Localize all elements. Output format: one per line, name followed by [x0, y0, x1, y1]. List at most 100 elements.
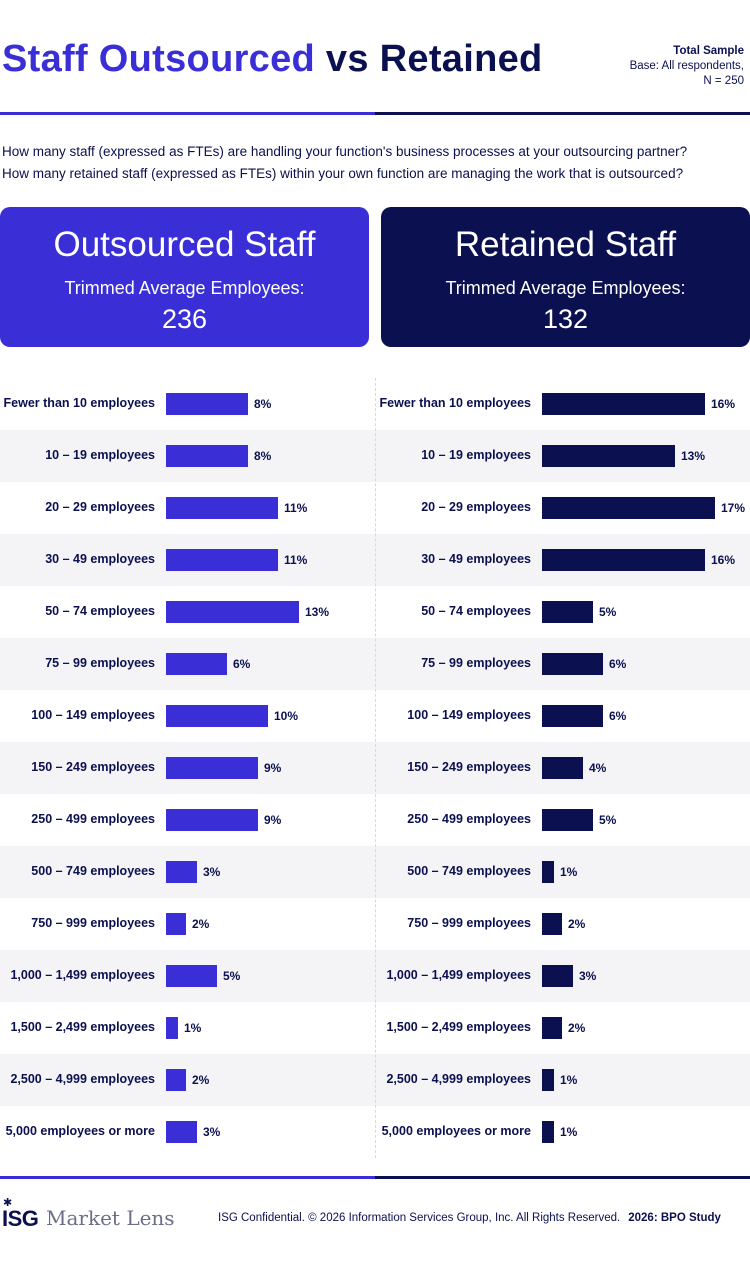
question-retained: How many retained staff (expressed as FT… [2, 166, 684, 181]
top-rule-left [0, 112, 375, 115]
retained-card-subtitle: Trimmed Average Employees: [445, 278, 686, 298]
retained-bar [542, 497, 715, 519]
retained-card-value: 132 [542, 304, 589, 334]
retained-bar [542, 913, 562, 935]
outsourced-category-label: 500 – 749 employees [31, 864, 155, 878]
retained-card-title: Retained Staff [454, 225, 677, 264]
outsourced-value-label: 2% [192, 1073, 210, 1087]
outsourced-category-label: 10 – 19 employees [45, 448, 155, 462]
sample-info: Total Sample Base: All respondents, N = … [630, 44, 744, 89]
retained-category-label: 750 – 999 employees [407, 916, 531, 930]
retained-bar [542, 445, 675, 467]
retained-bar [542, 601, 593, 623]
outsourced-card: Outsourced Staff Trimmed Average Employe… [0, 207, 369, 347]
outsourced-bar [166, 549, 278, 571]
retained-value-label: 5% [599, 813, 617, 827]
outsourced-bar [166, 757, 258, 779]
sample-base: Base: All respondents, [629, 60, 744, 72]
retained-bar [542, 1121, 554, 1143]
retained-value-label: 2% [568, 917, 586, 931]
page-title: Staff Outsourced vs Retained [2, 38, 543, 81]
outsourced-bar [166, 1069, 186, 1091]
retained-category-label: 50 – 74 employees [421, 604, 531, 618]
retained-bar [542, 1069, 554, 1091]
retained-value-label: 3% [579, 969, 597, 983]
outsourced-value-label: 9% [264, 761, 282, 775]
retained-category-label: 2,500 – 4,999 employees [386, 1072, 531, 1086]
outsourced-value-label: 8% [254, 397, 272, 411]
retained-value-label: 6% [609, 657, 627, 671]
outsourced-category-label: 50 – 74 employees [45, 604, 155, 618]
outsourced-value-label: 2% [192, 917, 210, 931]
outsourced-category-label: Fewer than 10 employees [3, 396, 155, 410]
bottom-rule-left [0, 1176, 375, 1179]
sample-title: Total Sample [673, 45, 744, 57]
isg-logo: ✱ ISG Market Lens [2, 1197, 182, 1232]
retained-bar [542, 705, 603, 727]
outsourced-bar [166, 601, 299, 623]
outsourced-category-label: 750 – 999 employees [31, 916, 155, 930]
outsourced-bar [166, 497, 278, 519]
outsourced-category-label: 75 – 99 employees [45, 656, 155, 670]
outsourced-value-label: 10% [274, 709, 299, 723]
outsourced-category-label: 1,500 – 2,499 employees [10, 1020, 155, 1034]
outsourced-value-label: 1% [184, 1021, 202, 1035]
retained-bar [542, 757, 583, 779]
retained-value-label: 4% [589, 761, 607, 775]
retained-value-label: 17% [721, 501, 746, 515]
retained-value-label: 1% [560, 865, 578, 879]
retained-category-label: 75 – 99 employees [421, 656, 531, 670]
top-rule-right [375, 112, 750, 115]
outsourced-value-label: 11% [284, 553, 308, 567]
outsourced-bar [166, 653, 227, 675]
outsourced-value-label: 5% [223, 969, 241, 983]
outsourced-bar [166, 445, 248, 467]
retained-bar [542, 549, 705, 571]
footer-confidential: ISG Confidential. © 2026 Information Ser… [218, 1212, 621, 1224]
outsourced-card-title: Outsourced Staff [53, 225, 316, 264]
retained-bar [542, 861, 554, 883]
retained-bar [542, 1017, 562, 1039]
retained-bar [542, 965, 573, 987]
outsourced-bar [166, 913, 186, 935]
outsourced-category-label: 1,000 – 1,499 employees [10, 968, 155, 982]
sample-n: N = 250 [703, 75, 744, 87]
retained-value-label: 1% [560, 1125, 578, 1139]
retained-value-label: 16% [711, 397, 736, 411]
outsourced-category-label: 20 – 29 employees [45, 500, 155, 514]
retained-bar [542, 393, 705, 415]
retained-value-label: 13% [681, 449, 706, 463]
outsourced-bar [166, 965, 217, 987]
retained-category-label: 1,500 – 2,499 employees [386, 1020, 531, 1034]
retained-bar [542, 809, 593, 831]
outsourced-category-label: 2,500 – 4,999 employees [10, 1072, 155, 1086]
outsourced-card-value: 236 [161, 304, 208, 334]
retained-category-label: 1,000 – 1,499 employees [386, 968, 531, 982]
logo-market-lens: Market Lens [46, 1206, 175, 1230]
outsourced-value-label: 9% [264, 813, 282, 827]
outsourced-bar [166, 861, 197, 883]
title-accent: Staff Outsourced [2, 38, 316, 80]
outsourced-value-label: 6% [233, 657, 251, 671]
outsourced-category-label: 250 – 499 employees [31, 812, 155, 826]
retained-category-label: Fewer than 10 employees [379, 396, 531, 410]
star-icon: ✱ [3, 1197, 13, 1209]
retained-value-label: 5% [599, 605, 617, 619]
retained-category-label: 150 – 249 employees [407, 760, 531, 774]
retained-category-label: 100 – 149 employees [407, 708, 531, 722]
bottom-rule-right [375, 1176, 750, 1179]
outsourced-bar [166, 705, 268, 727]
retained-category-label: 500 – 749 employees [407, 864, 531, 878]
retained-card: Retained Staff Trimmed Average Employees… [381, 207, 750, 347]
outsourced-value-label: 3% [203, 1125, 221, 1139]
outsourced-bar [166, 1121, 197, 1143]
title-rest: vs Retained [315, 38, 543, 80]
footer-study: 2026: BPO Study [628, 1212, 721, 1224]
outsourced-value-label: 3% [203, 865, 221, 879]
retained-category-label: 10 – 19 employees [421, 448, 531, 462]
retained-category-label: 30 – 49 employees [421, 552, 531, 566]
outsourced-category-label: 150 – 249 employees [31, 760, 155, 774]
outsourced-bar [166, 809, 258, 831]
outsourced-value-label: 13% [305, 605, 330, 619]
outsourced-bar [166, 1017, 178, 1039]
